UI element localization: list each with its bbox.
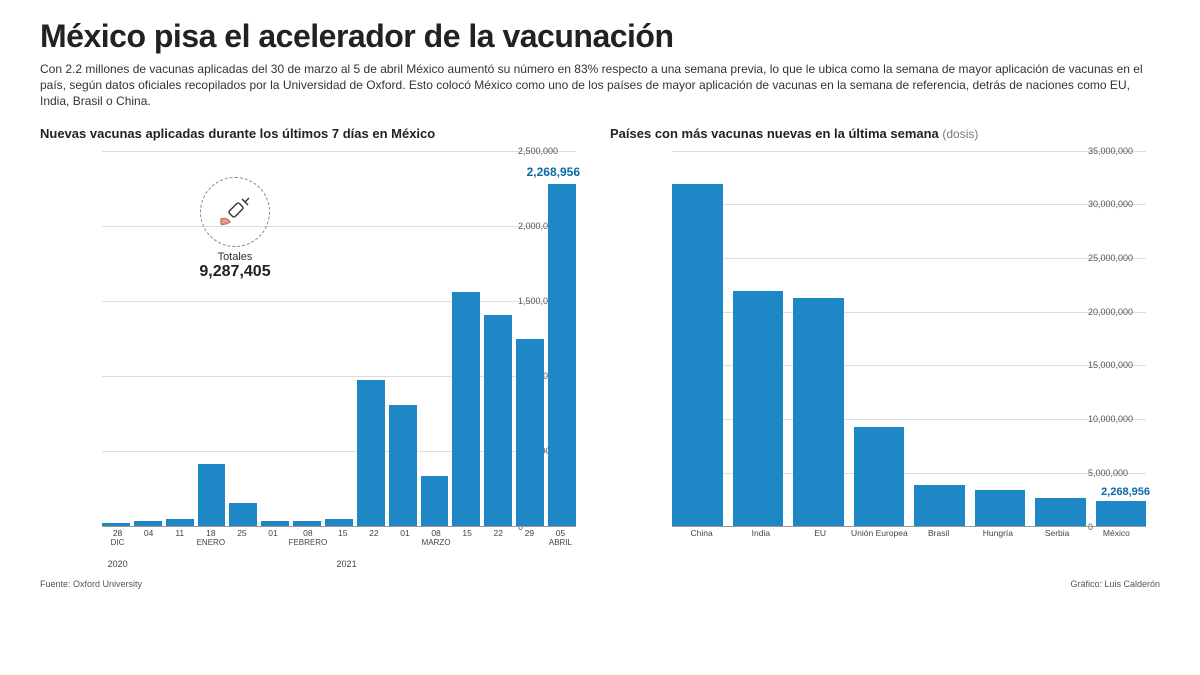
right-chart-title-main: Países con más vacunas nuevas en la últi… — [610, 126, 942, 141]
x-tick: Brasil — [909, 527, 968, 567]
x-tick: Hungría — [968, 527, 1027, 567]
left-plot: 0500,0001,000,0001,500,0002,000,0002,500… — [40, 147, 580, 567]
bar — [1096, 501, 1147, 525]
x-tick: Serbia — [1028, 527, 1087, 567]
x-tick: Unión Europea — [850, 527, 909, 567]
year-label: 2021 — [323, 559, 370, 571]
plot-area — [672, 151, 1146, 527]
mexico-weekly-chart: Nuevas vacunas aplicadas durante los últ… — [40, 126, 580, 567]
bar — [914, 485, 965, 526]
bar — [357, 380, 385, 526]
right-plot: 05,000,00010,000,00015,000,00020,000,000… — [610, 147, 1150, 567]
bar — [293, 521, 321, 526]
graphic-credit: Gráfico: Luis Calderón — [1070, 579, 1160, 589]
totals-value: 9,287,405 — [170, 263, 300, 281]
bar — [548, 184, 576, 525]
x-tick: México — [1087, 527, 1146, 567]
bar — [452, 292, 480, 525]
bar — [733, 291, 784, 525]
callout-value: 2,268,956 — [1101, 486, 1150, 498]
bar — [198, 464, 226, 526]
bar — [484, 315, 512, 526]
totals-label: Totales — [170, 251, 300, 263]
right-chart-title: Países con más vacunas nuevas en la últi… — [610, 126, 1150, 141]
footer: Fuente: Oxford University Gráfico: Luis … — [40, 579, 1160, 589]
syringe-icon — [200, 177, 270, 247]
x-axis: ChinaIndiaEUUnión EuropeaBrasilHungríaSe… — [672, 527, 1146, 567]
bar — [672, 184, 723, 526]
bar — [1035, 498, 1086, 526]
right-chart-title-unit: (dosis) — [942, 127, 978, 141]
callout-value: 2,268,956 — [527, 165, 580, 179]
year-row: 2020 2021 — [102, 559, 576, 571]
bar — [793, 298, 844, 526]
left-chart-title: Nuevas vacunas aplicadas durante los últ… — [40, 126, 580, 141]
x-tick: EU — [791, 527, 850, 567]
subhead: Con 2.2 millones de vacunas aplicadas de… — [40, 61, 1160, 110]
charts-row: Nuevas vacunas aplicadas durante los últ… — [40, 126, 1160, 567]
bar — [229, 503, 257, 526]
source-credit: Fuente: Oxford University — [40, 579, 142, 589]
bar — [854, 427, 905, 526]
bar — [389, 405, 417, 525]
bar — [516, 339, 544, 525]
headline: México pisa el acelerador de la vacunaci… — [40, 18, 1160, 55]
bar — [325, 519, 353, 526]
year-label: 2020 — [102, 559, 133, 571]
bar — [261, 521, 289, 526]
totals-box: Totales9,287,405 — [170, 177, 300, 281]
x-tick: China — [672, 527, 731, 567]
countries-chart: Países con más vacunas nuevas en la últi… — [610, 126, 1150, 567]
bar — [134, 521, 162, 526]
bar — [166, 519, 194, 526]
x-tick: India — [731, 527, 790, 567]
bar — [421, 476, 449, 526]
bar — [975, 490, 1026, 525]
bar — [102, 523, 130, 525]
